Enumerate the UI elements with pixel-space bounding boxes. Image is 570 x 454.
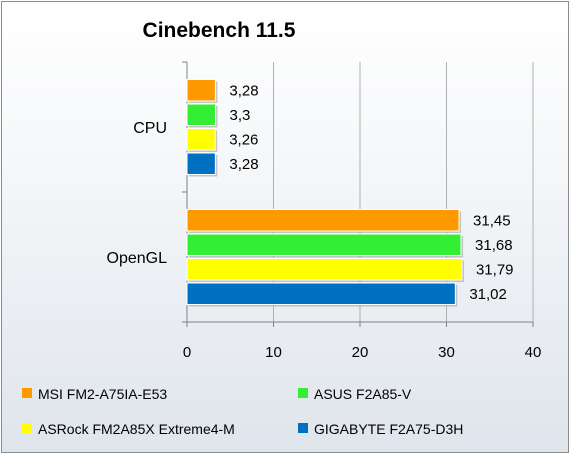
data-label: 3,26 [229,131,258,148]
legend-label: ASUS F2A85-V [314,386,412,402]
category-label: OpenGL [107,250,168,267]
category-label: CPU [133,120,167,137]
data-label: 3,28 [229,156,258,173]
data-label: 31,79 [476,261,514,278]
x-tick-label: 0 [183,344,191,361]
bar [186,128,216,151]
bar [186,258,463,281]
legend-label: ASRock FM2A85X Extreme4-M [38,421,235,437]
x-tick-label: 20 [352,344,369,361]
legend-label: MSI FM2-A75IA-E53 [38,386,167,402]
legend-swatch [298,423,308,433]
data-label: 31,45 [473,212,511,229]
axis-layer: 0 10 20 30 40 CPU OpenGL [107,61,542,361]
data-label: 3,3 [230,107,251,124]
bar [186,103,217,126]
bar [186,152,216,175]
data-label: 31,02 [469,286,507,303]
legend: MSI FM2-A75IA-E53 ASUS F2A85-V ASRock FM2A… [22,386,463,437]
bar [186,79,216,102]
bar [186,209,460,232]
legend-swatch [22,388,32,398]
data-label: 3,28 [229,82,258,99]
chart-title: Cinebench 11.5 [143,19,296,42]
x-tick-label: 10 [265,344,282,361]
legend-label: GIGABYTE F2A75-D3H [314,421,463,437]
x-tick-label: 40 [525,344,542,361]
legend-swatch [298,388,308,398]
bar [186,233,462,256]
label-layer: 3,28 3,3 3,26 3,28 31,45 31,68 31,79 31,02 [229,82,513,303]
legend-swatch [22,423,32,433]
bar-layer [186,79,464,307]
x-tick-label: 30 [438,344,455,361]
data-label: 31,68 [475,237,513,254]
bar [186,282,456,305]
